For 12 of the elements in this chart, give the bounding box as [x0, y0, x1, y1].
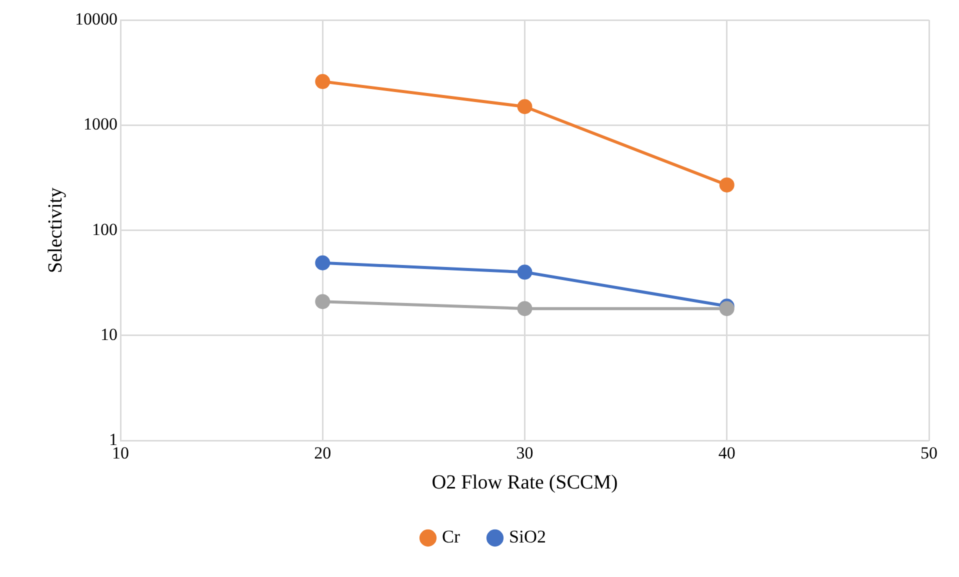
- y-axis-title: Selectivity: [44, 188, 66, 274]
- x-tick-label: 30: [516, 443, 534, 462]
- x-axis-title: O2 Flow Rate (SCCM): [432, 471, 618, 494]
- legend-label: SiO2: [508, 526, 546, 547]
- x-tick-label: 50: [920, 443, 938, 462]
- y-tick-label: 10: [100, 324, 118, 344]
- x-tick-label: 40: [718, 443, 736, 462]
- y-tick-label: 1000: [84, 114, 118, 134]
- x-tick-label: 20: [314, 443, 332, 462]
- y-tick-label: 10000: [75, 9, 118, 28]
- y-tick-label: 100: [92, 220, 118, 239]
- legend-label: Cr: [442, 526, 460, 547]
